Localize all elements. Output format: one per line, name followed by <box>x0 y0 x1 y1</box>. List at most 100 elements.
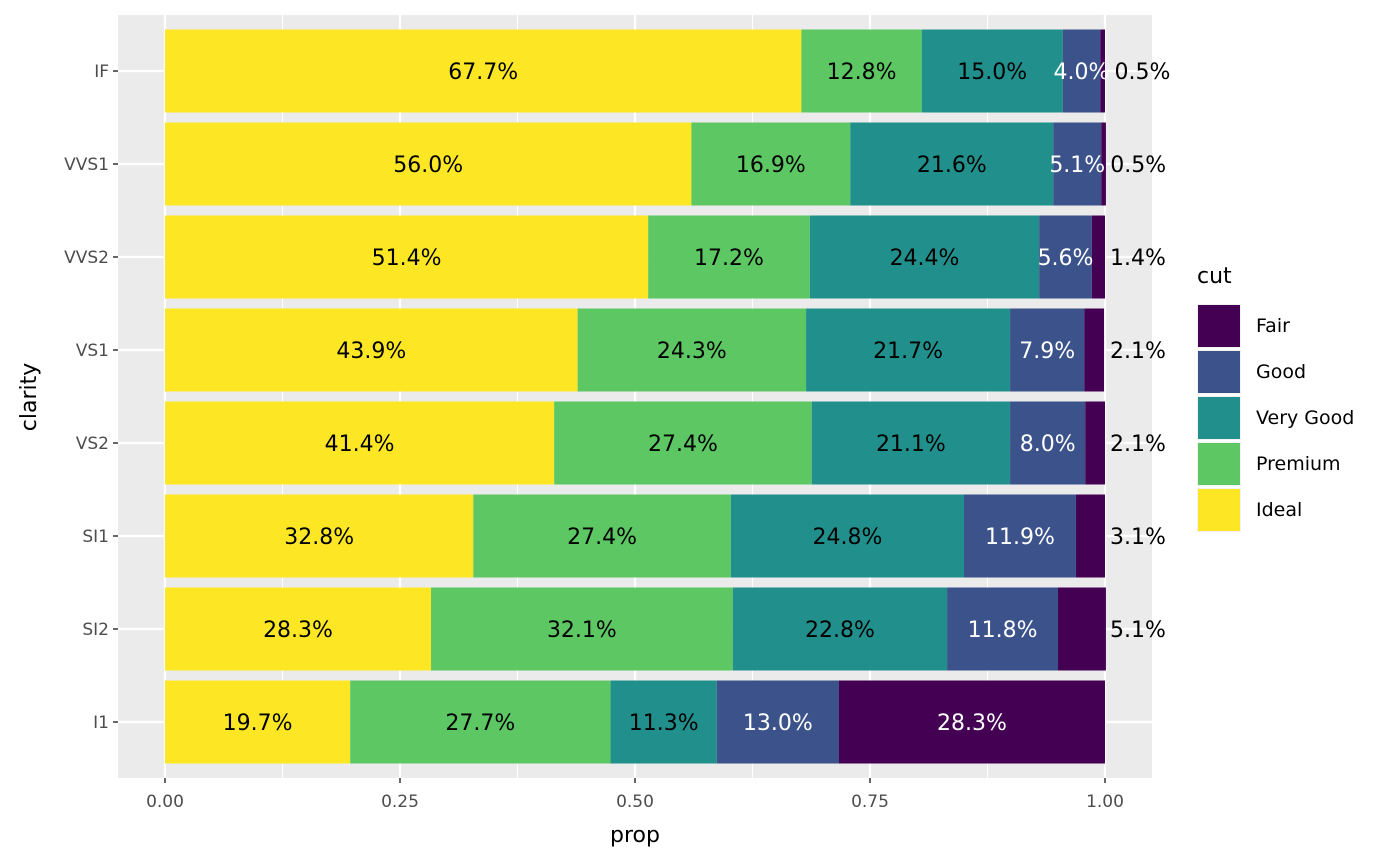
bar-segment-fair <box>1058 587 1106 671</box>
bar-segment-premium <box>801 29 922 113</box>
bar-segment-ideal <box>165 587 432 671</box>
data-label: 16.9% <box>736 153 806 178</box>
data-label: 8.0% <box>1020 432 1076 457</box>
bar-segment-good <box>964 494 1076 578</box>
bar-segment-good <box>716 680 839 764</box>
bar-segment-very-good <box>811 401 1011 485</box>
data-label: 22.8% <box>805 618 875 643</box>
bar-segment-ideal <box>165 401 555 485</box>
data-label: 28.3% <box>937 711 1007 736</box>
bar-segment-very-good <box>806 308 1011 392</box>
legend-label: Good <box>1256 361 1306 383</box>
data-label: 27.7% <box>445 711 515 736</box>
data-label: 19.7% <box>223 711 293 736</box>
y-tick-label: VVS2 <box>64 248 109 268</box>
bar-segment-very-good <box>850 122 1054 206</box>
bar-segment-ideal <box>165 494 474 578</box>
data-label: 27.4% <box>567 525 637 550</box>
data-label: 17.2% <box>694 246 764 271</box>
legend-title: cut <box>1197 264 1232 289</box>
bar-segment-ideal <box>165 29 802 113</box>
x-tick-label: 0.00 <box>146 792 184 812</box>
bar-segment-premium <box>350 680 611 764</box>
y-tick-label: VVS1 <box>64 155 109 175</box>
data-label: 27.4% <box>648 432 718 457</box>
y-tick-label: I1 <box>93 713 109 733</box>
data-label: 24.3% <box>657 339 727 364</box>
bar-segment-very-good <box>732 587 948 671</box>
data-label: 11.8% <box>968 618 1038 643</box>
bar-segment-very-good <box>809 215 1040 299</box>
bar-segment-fair <box>1100 29 1105 113</box>
legend-key-fair <box>1198 305 1240 347</box>
data-label: 24.8% <box>812 525 882 550</box>
data-label: 56.0% <box>393 153 463 178</box>
data-label: 1.4% <box>1110 246 1166 271</box>
bar-segment-good <box>1062 29 1101 113</box>
data-label: 32.8% <box>284 525 354 550</box>
legend-label: Very Good <box>1256 407 1354 429</box>
data-label: 51.4% <box>372 246 442 271</box>
bar-segment-fair <box>1101 122 1106 206</box>
data-label: 11.3% <box>629 711 699 736</box>
bar-segment-premium <box>431 587 733 671</box>
bar-segment-very-good <box>730 494 964 578</box>
bar-segment-premium <box>473 494 731 578</box>
bar-segment-fair <box>1091 215 1105 299</box>
bar-segment-ideal <box>165 680 351 764</box>
bar-segment-good <box>1039 215 1092 299</box>
data-label: 67.7% <box>448 60 518 85</box>
bar-segment-good <box>1010 308 1085 392</box>
bar-segment-fair <box>1085 401 1105 485</box>
bar-segment-very-good <box>610 680 717 764</box>
legend-label: Ideal <box>1256 499 1302 521</box>
bar-segment-fair <box>1084 308 1105 392</box>
data-label: 28.3% <box>263 618 333 643</box>
data-label: 7.9% <box>1019 339 1075 364</box>
bar-segment-good <box>1010 401 1086 485</box>
y-tick-label: VS1 <box>76 341 109 361</box>
data-label: 5.1% <box>1049 153 1105 178</box>
data-label: 24.4% <box>890 246 960 271</box>
data-label: 2.1% <box>1110 432 1166 457</box>
data-label: 5.1% <box>1110 618 1166 643</box>
y-tick-label: IF <box>94 62 109 82</box>
bar-segment-good <box>1053 122 1102 206</box>
bar-segment-premium <box>577 308 807 392</box>
data-label: 43.9% <box>336 339 406 364</box>
bar-segment-ideal <box>165 308 578 392</box>
bar-segment-premium <box>691 122 851 206</box>
bar-segment-premium <box>648 215 810 299</box>
data-label: 12.8% <box>827 60 897 85</box>
bar-segment-good <box>947 587 1058 671</box>
data-label: 0.5% <box>1110 153 1166 178</box>
x-tick-label: 0.25 <box>381 792 419 812</box>
legend-key-good <box>1198 351 1240 393</box>
y-axis-title: clarity <box>17 363 42 432</box>
data-label: 4.0% <box>1054 60 1110 85</box>
data-label: 15.0% <box>957 60 1027 85</box>
bar-segment-fair <box>1075 494 1105 578</box>
data-label: 21.1% <box>876 432 946 457</box>
legend-key-very-good <box>1198 397 1240 439</box>
data-label: 5.6% <box>1038 246 1094 271</box>
data-label: 0.5% <box>1114 60 1170 85</box>
legend-label: Premium <box>1256 453 1341 475</box>
data-label: 21.6% <box>917 153 987 178</box>
y-tick-label: VS2 <box>76 434 109 454</box>
bar-segment-ideal <box>165 122 692 206</box>
data-label: 21.7% <box>873 339 943 364</box>
data-label: 32.1% <box>547 618 617 643</box>
x-axis-title: prop <box>610 823 660 848</box>
data-label: 3.1% <box>1110 525 1166 550</box>
x-tick-label: 1.00 <box>1086 792 1124 812</box>
data-label: 2.1% <box>1110 339 1166 364</box>
data-label: 11.9% <box>985 525 1055 550</box>
bar-segment-fair <box>838 680 1105 764</box>
legend-label: Fair <box>1256 315 1290 337</box>
legend-key-premium <box>1198 443 1240 485</box>
x-tick-label: 0.50 <box>616 792 654 812</box>
data-label: 41.4% <box>325 432 395 457</box>
bar-segment-very-good <box>921 29 1063 113</box>
